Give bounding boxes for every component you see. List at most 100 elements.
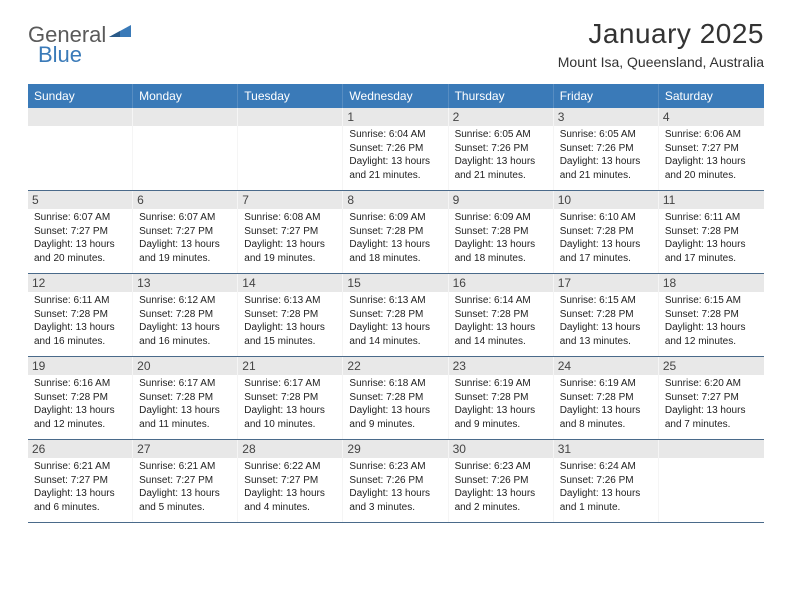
week-row: 1 Sunrise: 6:04 AMSunset: 7:26 PMDaylight…	[28, 108, 764, 191]
day-cell: 23Sunrise: 6:19 AMSunset: 7:28 PMDayligh…	[449, 357, 554, 439]
day-cell: 1 Sunrise: 6:04 AMSunset: 7:26 PMDaylight…	[343, 108, 448, 190]
day-info: Sunrise: 6:17 AMSunset: 7:28 PMDaylight:…	[139, 377, 231, 431]
day-info: Sunrise: 6:12 AMSunset: 7:28 PMDaylight:…	[139, 294, 231, 348]
weekday-header-cell: Wednesday	[343, 84, 448, 108]
day-cell: 31Sunrise: 6:24 AMSunset: 7:26 PMDayligh…	[554, 440, 659, 522]
day-cell: 9 Sunrise: 6:09 AMSunset: 7:28 PMDaylight…	[449, 191, 554, 273]
empty-day-header	[28, 108, 132, 126]
day-cell: 13 Sunrise: 6:12 AMSunset: 7:28 PMDayligh…	[133, 274, 238, 356]
day-info: Sunrise: 6:05 AMSunset: 7:26 PMDaylight:…	[560, 128, 652, 182]
day-number: 3	[554, 108, 658, 126]
day-info: Sunrise: 6:16 AMSunset: 7:28 PMDaylight:…	[34, 377, 126, 431]
day-number: 23	[449, 357, 553, 375]
day-number: 25	[659, 357, 764, 375]
day-cell: 27Sunrise: 6:21 AMSunset: 7:27 PMDayligh…	[133, 440, 238, 522]
empty-day-header	[659, 440, 764, 458]
week-row: 19 Sunrise: 6:16 AMSunset: 7:28 PMDayligh…	[28, 357, 764, 440]
day-cell: 6 Sunrise: 6:07 AMSunset: 7:27 PMDaylight…	[133, 191, 238, 273]
day-info: Sunrise: 6:24 AMSunset: 7:26 PMDaylight:…	[560, 460, 652, 514]
day-number: 28	[238, 440, 342, 458]
day-number: 17	[554, 274, 658, 292]
weekday-header-cell: Thursday	[449, 84, 554, 108]
day-number: 1	[343, 108, 447, 126]
day-info: Sunrise: 6:21 AMSunset: 7:27 PMDaylight:…	[139, 460, 231, 514]
day-cell: 30 Sunrise: 6:23 AMSunset: 7:26 PMDayligh…	[449, 440, 554, 522]
day-info: Sunrise: 6:05 AMSunset: 7:26 PMDaylight:…	[455, 128, 547, 182]
day-info: Sunrise: 6:17 AMSunset: 7:28 PMDaylight:…	[244, 377, 336, 431]
day-info: Sunrise: 6:06 AMSunset: 7:27 PMDaylight:…	[665, 128, 758, 182]
day-cell	[238, 108, 343, 190]
day-info: Sunrise: 6:11 AMSunset: 7:28 PMDaylight:…	[665, 211, 758, 265]
day-cell: 24Sunrise: 6:19 AMSunset: 7:28 PMDayligh…	[554, 357, 659, 439]
day-cell	[659, 440, 764, 522]
day-cell: 28 Sunrise: 6:22 AMSunset: 7:27 PMDayligh…	[238, 440, 343, 522]
day-info: Sunrise: 6:23 AMSunset: 7:26 PMDaylight:…	[455, 460, 547, 514]
day-info: Sunrise: 6:22 AMSunset: 7:27 PMDaylight:…	[244, 460, 336, 514]
day-number: 12	[28, 274, 132, 292]
day-cell: 5 Sunrise: 6:07 AMSunset: 7:27 PMDaylight…	[28, 191, 133, 273]
day-number: 9	[449, 191, 553, 209]
day-cell: 26Sunrise: 6:21 AMSunset: 7:27 PMDayligh…	[28, 440, 133, 522]
day-cell: 8 Sunrise: 6:09 AMSunset: 7:28 PMDaylight…	[343, 191, 448, 273]
week-row: 5 Sunrise: 6:07 AMSunset: 7:27 PMDaylight…	[28, 191, 764, 274]
day-info: Sunrise: 6:21 AMSunset: 7:27 PMDaylight:…	[34, 460, 126, 514]
header: General Blue January 2025 Mount Isa, Que…	[0, 0, 792, 76]
day-number: 22	[343, 357, 447, 375]
day-cell: 4 Sunrise: 6:06 AMSunset: 7:27 PMDaylight…	[659, 108, 764, 190]
day-info: Sunrise: 6:13 AMSunset: 7:28 PMDaylight:…	[349, 294, 441, 348]
day-number: 19	[28, 357, 132, 375]
day-cell: 3 Sunrise: 6:05 AMSunset: 7:26 PMDaylight…	[554, 108, 659, 190]
day-number: 14	[238, 274, 342, 292]
day-number: 4	[659, 108, 764, 126]
day-info: Sunrise: 6:04 AMSunset: 7:26 PMDaylight:…	[349, 128, 441, 182]
calendar: SundayMondayTuesdayWednesdayThursdayFrid…	[28, 84, 764, 523]
day-info: Sunrise: 6:18 AMSunset: 7:28 PMDaylight:…	[349, 377, 441, 431]
day-info: Sunrise: 6:15 AMSunset: 7:28 PMDaylight:…	[560, 294, 652, 348]
day-cell: 18Sunrise: 6:15 AMSunset: 7:28 PMDayligh…	[659, 274, 764, 356]
weekday-header-cell: Friday	[554, 84, 659, 108]
day-info: Sunrise: 6:07 AMSunset: 7:27 PMDaylight:…	[139, 211, 231, 265]
day-cell: 25Sunrise: 6:20 AMSunset: 7:27 PMDayligh…	[659, 357, 764, 439]
weekday-header-row: SundayMondayTuesdayWednesdayThursdayFrid…	[28, 84, 764, 108]
day-info: Sunrise: 6:08 AMSunset: 7:27 PMDaylight:…	[244, 211, 336, 265]
day-number: 10	[554, 191, 658, 209]
day-number: 21	[238, 357, 342, 375]
week-row: 12Sunrise: 6:11 AMSunset: 7:28 PMDayligh…	[28, 274, 764, 357]
day-number: 11	[659, 191, 764, 209]
day-number: 5	[28, 191, 132, 209]
day-info: Sunrise: 6:19 AMSunset: 7:28 PMDaylight:…	[560, 377, 652, 431]
weekday-header-cell: Tuesday	[238, 84, 343, 108]
logo-text-blue-line2: Blue	[38, 42, 82, 68]
month-title: January 2025	[558, 18, 764, 50]
weekday-header-cell: Monday	[133, 84, 238, 108]
day-info: Sunrise: 6:07 AMSunset: 7:27 PMDaylight:…	[34, 211, 126, 265]
day-cell: 2 Sunrise: 6:05 AMSunset: 7:26 PMDaylight…	[449, 108, 554, 190]
day-cell: 20 Sunrise: 6:17 AMSunset: 7:28 PMDayligh…	[133, 357, 238, 439]
day-cell: 10Sunrise: 6:10 AMSunset: 7:28 PMDayligh…	[554, 191, 659, 273]
day-info: Sunrise: 6:14 AMSunset: 7:28 PMDaylight:…	[455, 294, 547, 348]
day-cell	[28, 108, 133, 190]
day-number: 8	[343, 191, 447, 209]
day-number: 2	[449, 108, 553, 126]
day-cell: 14Sunrise: 6:13 AMSunset: 7:28 PMDayligh…	[238, 274, 343, 356]
day-cell	[133, 108, 238, 190]
day-cell: 7 Sunrise: 6:08 AMSunset: 7:27 PMDaylight…	[238, 191, 343, 273]
day-number: 20	[133, 357, 237, 375]
location-text: Mount Isa, Queensland, Australia	[558, 54, 764, 70]
weekday-header-cell: Saturday	[659, 84, 764, 108]
day-number: 13	[133, 274, 237, 292]
day-info: Sunrise: 6:09 AMSunset: 7:28 PMDaylight:…	[455, 211, 547, 265]
day-info: Sunrise: 6:09 AMSunset: 7:28 PMDaylight:…	[349, 211, 441, 265]
day-number: 16	[449, 274, 553, 292]
day-info: Sunrise: 6:15 AMSunset: 7:28 PMDaylight:…	[665, 294, 758, 348]
day-cell: 15 Sunrise: 6:13 AMSunset: 7:28 PMDayligh…	[343, 274, 448, 356]
day-number: 6	[133, 191, 237, 209]
day-number: 30	[449, 440, 553, 458]
day-cell: 21 Sunrise: 6:17 AMSunset: 7:28 PMDayligh…	[238, 357, 343, 439]
day-cell: 29Sunrise: 6:23 AMSunset: 7:26 PMDayligh…	[343, 440, 448, 522]
day-number: 7	[238, 191, 342, 209]
day-number: 15	[343, 274, 447, 292]
day-cell: 19 Sunrise: 6:16 AMSunset: 7:28 PMDayligh…	[28, 357, 133, 439]
day-cell: 11 Sunrise: 6:11 AMSunset: 7:28 PMDayligh…	[659, 191, 764, 273]
week-row: 26Sunrise: 6:21 AMSunset: 7:27 PMDayligh…	[28, 440, 764, 523]
